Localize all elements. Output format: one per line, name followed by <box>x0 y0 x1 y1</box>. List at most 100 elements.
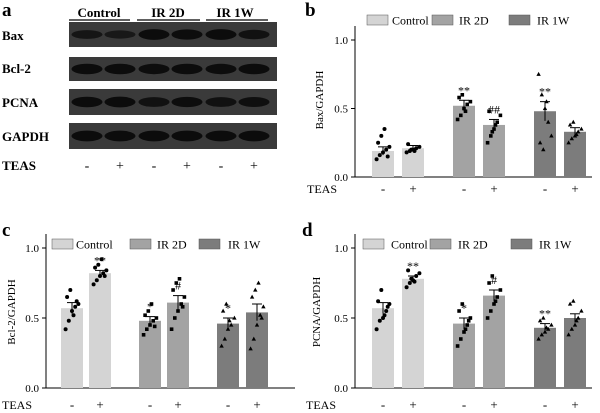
data-point <box>141 333 146 337</box>
teas-sign: - <box>226 397 230 412</box>
data-point <box>492 302 496 306</box>
data-point <box>258 312 263 317</box>
data-point <box>549 133 554 138</box>
legend-swatch <box>51 238 74 250</box>
blot-teas-sign: + <box>116 159 124 174</box>
data-point <box>468 316 473 320</box>
legend-label: IR 2D <box>458 238 488 252</box>
blot-band <box>205 29 237 40</box>
data-point <box>96 262 101 267</box>
data-point <box>489 309 493 313</box>
blot-group-label-control: Control <box>77 5 120 20</box>
teas-sign: + <box>409 181 416 196</box>
data-point <box>485 316 490 320</box>
panel-a-letter: a <box>2 0 12 21</box>
data-point <box>93 265 98 270</box>
data-point <box>180 305 185 309</box>
data-point <box>567 301 573 306</box>
legend-swatch <box>429 238 452 250</box>
data-point <box>412 279 417 284</box>
data-point <box>384 147 389 152</box>
y-tick-label: 1.0 <box>334 35 348 47</box>
teas-label: TEAS <box>2 398 32 412</box>
panel-a: a Control IR 2D IR 1W Bax Bcl-2 PCNA GAP… <box>2 0 277 174</box>
data-point <box>463 327 468 331</box>
significance-marker: ** <box>458 83 470 97</box>
blot-row-label-bax: Bax <box>2 28 24 43</box>
data-point <box>104 268 109 273</box>
data-point <box>379 288 384 292</box>
data-point <box>374 157 379 162</box>
y-tick-label: 0.5 <box>334 104 348 116</box>
teas-sign: + <box>571 181 578 196</box>
legend-label: IR 1W <box>537 14 570 28</box>
data-point <box>465 102 469 107</box>
data-point <box>385 304 390 309</box>
y-axis-label: Bcl-2/GAPDH <box>6 279 18 344</box>
data-point <box>462 106 466 111</box>
teas-sign: + <box>253 397 260 412</box>
blot-band <box>171 130 203 142</box>
blot-band <box>71 130 103 142</box>
legend-swatch <box>129 238 152 250</box>
teas-sign: - <box>148 397 152 412</box>
data-point <box>224 301 229 306</box>
teas-sign: + <box>174 397 181 412</box>
data-point <box>145 327 149 331</box>
y-tick-label: 0.0 <box>334 383 348 395</box>
data-point <box>152 324 157 329</box>
blot-row-label-gapdh: GAPDH <box>2 129 49 144</box>
bar <box>483 124 505 177</box>
data-point <box>579 308 584 313</box>
data-point <box>572 322 578 327</box>
blot-teas-label: TEAS <box>2 158 36 173</box>
legend-swatch <box>198 238 221 250</box>
data-point <box>569 136 574 141</box>
blot-band <box>238 130 270 142</box>
data-point <box>154 316 159 320</box>
data-point <box>406 268 411 273</box>
blot-teas-sign: + <box>183 159 191 174</box>
data-point <box>498 113 503 118</box>
blot-band <box>71 30 103 39</box>
blot-band <box>238 97 270 107</box>
data-point <box>539 92 544 97</box>
data-point <box>546 119 551 124</box>
data-point <box>455 344 460 348</box>
data-point <box>571 298 576 303</box>
blot-band <box>71 63 103 75</box>
blot-row-label-pcna: PCNA <box>2 95 39 110</box>
data-point <box>379 133 384 138</box>
data-point <box>232 315 237 320</box>
data-point <box>73 304 78 309</box>
legend-label: Control <box>391 238 428 252</box>
data-point <box>536 336 541 341</box>
data-point <box>409 147 414 152</box>
data-point <box>222 336 227 341</box>
data-point <box>174 281 179 285</box>
panel-c-bcl2-chart: c 0.0 0.5 1.0 Bcl-2/GAPDH Control IR 2D IR 1W - *… <box>2 220 295 412</box>
data-point <box>571 119 576 124</box>
legend-swatch <box>366 14 389 26</box>
data-point <box>407 281 412 285</box>
data-point <box>457 309 461 313</box>
data-point <box>151 319 155 323</box>
data-point <box>382 127 387 132</box>
significance-marker: # <box>491 273 497 287</box>
data-point <box>576 315 581 320</box>
teas-sign: - <box>381 397 385 412</box>
teas-sign: - <box>543 181 547 196</box>
significance-marker: ** <box>407 259 419 273</box>
panel-b-bax-chart: b 0.0 0.5 1.0 Bax/GAPDH Control IR 2D IR 1W - + **… <box>305 0 592 196</box>
blot-band <box>138 63 170 75</box>
data-point <box>489 134 493 138</box>
data-point <box>460 302 465 306</box>
significance-marker: * <box>225 301 231 315</box>
data-point <box>542 329 548 334</box>
bar <box>246 312 268 388</box>
teas-sign: - <box>462 397 466 412</box>
data-point <box>459 337 463 341</box>
data-point <box>387 144 392 149</box>
data-point <box>63 327 68 332</box>
significance-marker: ** <box>539 85 551 99</box>
